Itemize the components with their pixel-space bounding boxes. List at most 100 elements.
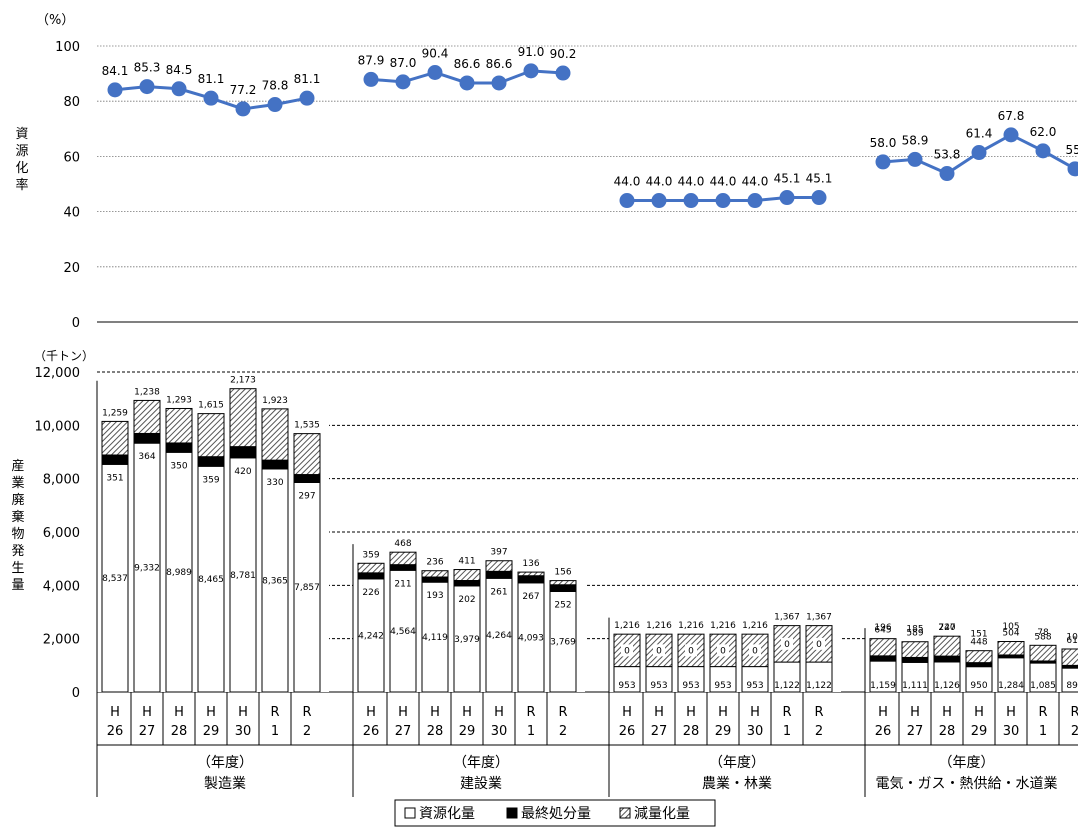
legend-swatch-reduction — [619, 807, 631, 819]
rate-point — [427, 64, 443, 80]
rate-data-label: 53.8 — [934, 148, 961, 162]
final-label: 0 — [720, 646, 726, 656]
year-era-label: R — [302, 705, 311, 720]
rate-series-1: 87.9 87.0 90.4 86.6 86.6 91.0 90.2 — [358, 45, 577, 91]
bar-resource — [677, 666, 705, 693]
final-label: 267 — [522, 592, 539, 602]
resource-label: 4,119 — [422, 633, 448, 643]
bar-resource — [997, 657, 1025, 693]
year-era-label: H — [622, 705, 632, 720]
bar-final — [357, 572, 385, 580]
legend: 資源化量 最終処分量 減量化量 — [394, 799, 716, 827]
year-number-label: 29 — [715, 724, 732, 739]
waste-bars: 8,537 351 1,259 9,332 364 1,238 8,989 350 1,293 8… — [96, 376, 1078, 693]
bar-final — [197, 456, 225, 467]
waste-tick-label: 6,000 — [43, 526, 80, 541]
year-number-label: 30 — [1003, 724, 1020, 739]
legend-swatch-final — [506, 807, 518, 819]
bar-resource — [645, 666, 673, 693]
legend-label-final: 最終処分量 — [521, 806, 591, 822]
bar-reduction — [549, 580, 577, 586]
rate-tick-label: 20 — [63, 261, 80, 276]
bar-reduction — [453, 569, 481, 582]
bar-resource — [389, 569, 417, 693]
year-number-label: 26 — [619, 724, 636, 739]
waste-ylabel-char: 廃 — [11, 492, 24, 508]
resource-label: 4,264 — [486, 631, 512, 641]
bar-reduction — [485, 560, 513, 572]
bar-resource — [773, 661, 801, 693]
year-era-label: H — [174, 705, 184, 720]
final-label: 220 — [938, 623, 955, 633]
year-era-label: H — [750, 705, 760, 720]
reduction-label: 136 — [522, 559, 539, 569]
resource-label: 1,122 — [806, 681, 832, 691]
fiscal-year-label: （年度） — [197, 755, 253, 771]
rate-series-0: 84.1 85.3 84.5 81.1 77.2 78.8 81.1 — [102, 61, 321, 117]
rate-data-label: 55. — [1065, 143, 1078, 157]
year-number-label: 27 — [395, 724, 412, 739]
rate-point — [779, 190, 795, 206]
rate-point — [267, 97, 283, 113]
bar-resource — [165, 451, 193, 693]
rate-series-2: 44.0 44.0 44.0 44.0 44.0 45.1 45.1 — [614, 172, 832, 209]
reduction-label: 504 — [1002, 629, 1019, 639]
reduction-label: 1,216 — [614, 621, 640, 631]
reduction-label: 1,216 — [678, 621, 704, 631]
rate-data-label: 90.2 — [550, 47, 577, 61]
rate-point — [139, 79, 155, 95]
rate-data-label: 78.8 — [262, 79, 289, 93]
reduction-label: 589 — [906, 629, 923, 639]
year-era-label: H — [142, 705, 152, 720]
bar-reduction — [1029, 644, 1057, 662]
rate-data-label: 45.1 — [774, 172, 801, 186]
bar-final — [517, 575, 545, 584]
rate-data-label: 81.1 — [294, 72, 321, 86]
bar-resource — [101, 463, 129, 693]
rate-data-label: 44.0 — [678, 175, 705, 189]
year-era-label: H — [686, 705, 696, 720]
rate-point — [907, 151, 923, 167]
rate-point — [651, 193, 667, 209]
bar-final — [933, 655, 961, 663]
waste-tick-label: 10,000 — [35, 419, 81, 434]
year-number-label: 1 — [527, 724, 535, 739]
bar-reduction — [165, 407, 193, 444]
final-label: 185 — [906, 624, 923, 634]
year-number-label: 27 — [907, 724, 924, 739]
bar-final — [869, 655, 897, 662]
industry-name-label: 建設業 — [460, 776, 502, 792]
bar-resource — [261, 468, 289, 693]
final-label: 252 — [554, 600, 571, 610]
final-label: 105 — [1002, 622, 1019, 632]
rate-data-label: 91.0 — [518, 45, 545, 59]
year-era-label: R — [558, 705, 567, 720]
waste-ylabel-char: 棄 — [11, 510, 24, 525]
final-label: 0 — [752, 646, 758, 656]
year-number-label: 26 — [107, 724, 124, 739]
bar-resource — [453, 585, 481, 693]
bar-final — [453, 580, 481, 587]
final-label: 351 — [106, 473, 123, 483]
bar-resource — [1029, 662, 1057, 693]
waste-tick-label: 4,000 — [43, 579, 80, 594]
rate-point — [747, 193, 763, 209]
rate-point — [555, 65, 571, 81]
rate-point — [491, 75, 507, 91]
reduction-label: 645 — [874, 626, 891, 636]
final-label: 0 — [784, 640, 790, 650]
year-number-label: 29 — [971, 724, 988, 739]
bar-reduction — [933, 635, 961, 657]
bar-reduction — [357, 562, 385, 574]
year-era-label: H — [206, 705, 216, 720]
waste-ylabel-char: 生 — [11, 561, 24, 576]
rate-tick-label: 40 — [63, 206, 80, 221]
bar-final — [389, 564, 417, 571]
rate-data-label: 90.4 — [422, 46, 449, 60]
waste-ylabel-char: 業 — [11, 475, 24, 491]
resource-label: 1,111 — [902, 681, 928, 691]
rate-point — [971, 145, 987, 161]
final-label-bg — [717, 644, 729, 657]
final-label: 364 — [138, 452, 155, 462]
